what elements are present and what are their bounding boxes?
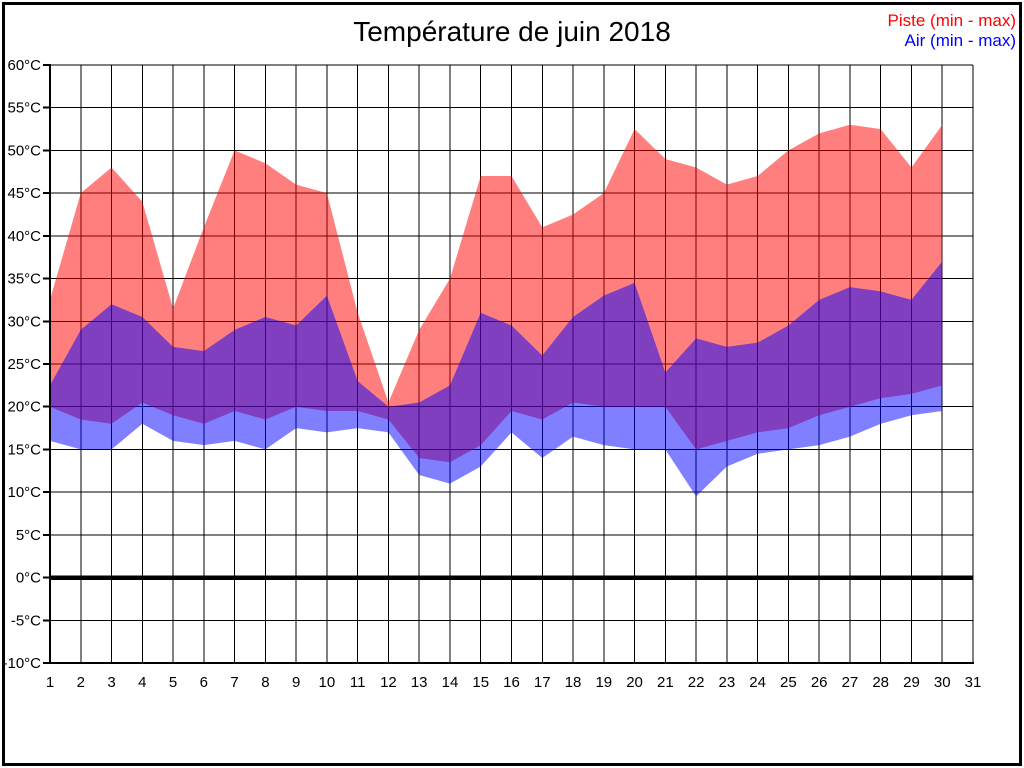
legend-item-piste: Piste (min - max) — [887, 11, 1016, 30]
x-tick-label: 27 — [842, 674, 859, 691]
x-tick-label: 19 — [595, 674, 612, 691]
y-tick-label: -5°C — [11, 612, 41, 629]
x-tick-label: 8 — [261, 674, 269, 691]
air-minmax-band — [50, 261, 943, 497]
chart-legend: Piste (min - max) Air (min - max) — [888, 11, 1016, 51]
y-tick-label: 40°C — [7, 228, 41, 245]
x-tick-label: 31 — [965, 674, 982, 691]
y-tick-label: 25°C — [7, 356, 41, 373]
x-tick-label: 18 — [565, 674, 582, 691]
x-tick-label: 2 — [77, 674, 85, 691]
x-tick-label: 21 — [657, 674, 674, 691]
x-tick-label: 1 — [46, 674, 54, 691]
x-tick-label: 20 — [626, 674, 643, 691]
y-tick-label: 55°C — [7, 100, 41, 117]
x-tick-label: 26 — [811, 674, 828, 691]
x-tick-label: 4 — [138, 674, 146, 691]
x-tick-label: 14 — [442, 674, 459, 691]
x-tick-label: 12 — [380, 674, 397, 691]
y-tick-label: 35°C — [7, 271, 41, 288]
chart-title: Température de juin 2018 — [353, 16, 671, 47]
x-tick-label: 11 — [350, 674, 366, 691]
x-tick-label: 5 — [169, 674, 177, 691]
y-tick-label: 0°C — [16, 570, 41, 587]
y-tick-label: 50°C — [7, 142, 41, 159]
x-tick-label: 28 — [872, 674, 889, 691]
y-tick-label: 60°C — [7, 57, 41, 74]
x-tick-label: 13 — [411, 674, 428, 691]
x-tick-label: 22 — [688, 674, 705, 691]
x-tick-label: 30 — [934, 674, 951, 691]
x-tick-label: 25 — [780, 674, 797, 691]
legend-item-air: Air (min - max) — [904, 31, 1016, 50]
y-tick-label: 5°C — [16, 527, 41, 544]
x-tick-label: 23 — [719, 674, 736, 691]
x-tick-label: 3 — [107, 674, 115, 691]
y-tick-label: -10°C — [2, 655, 41, 672]
x-tick-label: 17 — [534, 674, 551, 691]
x-tick-label: 24 — [749, 674, 766, 691]
x-tick-label: 16 — [503, 674, 520, 691]
x-tick-label: 9 — [292, 674, 300, 691]
x-tick-label: 10 — [319, 674, 336, 691]
x-tick-label: 6 — [200, 674, 208, 691]
x-tick-label: 29 — [903, 674, 920, 691]
y-tick-label: 45°C — [7, 185, 41, 202]
y-tick-label: 30°C — [7, 313, 41, 330]
x-tick-label: 7 — [230, 674, 238, 691]
y-tick-label: 15°C — [7, 441, 41, 458]
y-tick-label: 10°C — [7, 484, 41, 501]
x-tick-label: 15 — [472, 674, 489, 691]
y-tick-label: 20°C — [7, 399, 41, 416]
